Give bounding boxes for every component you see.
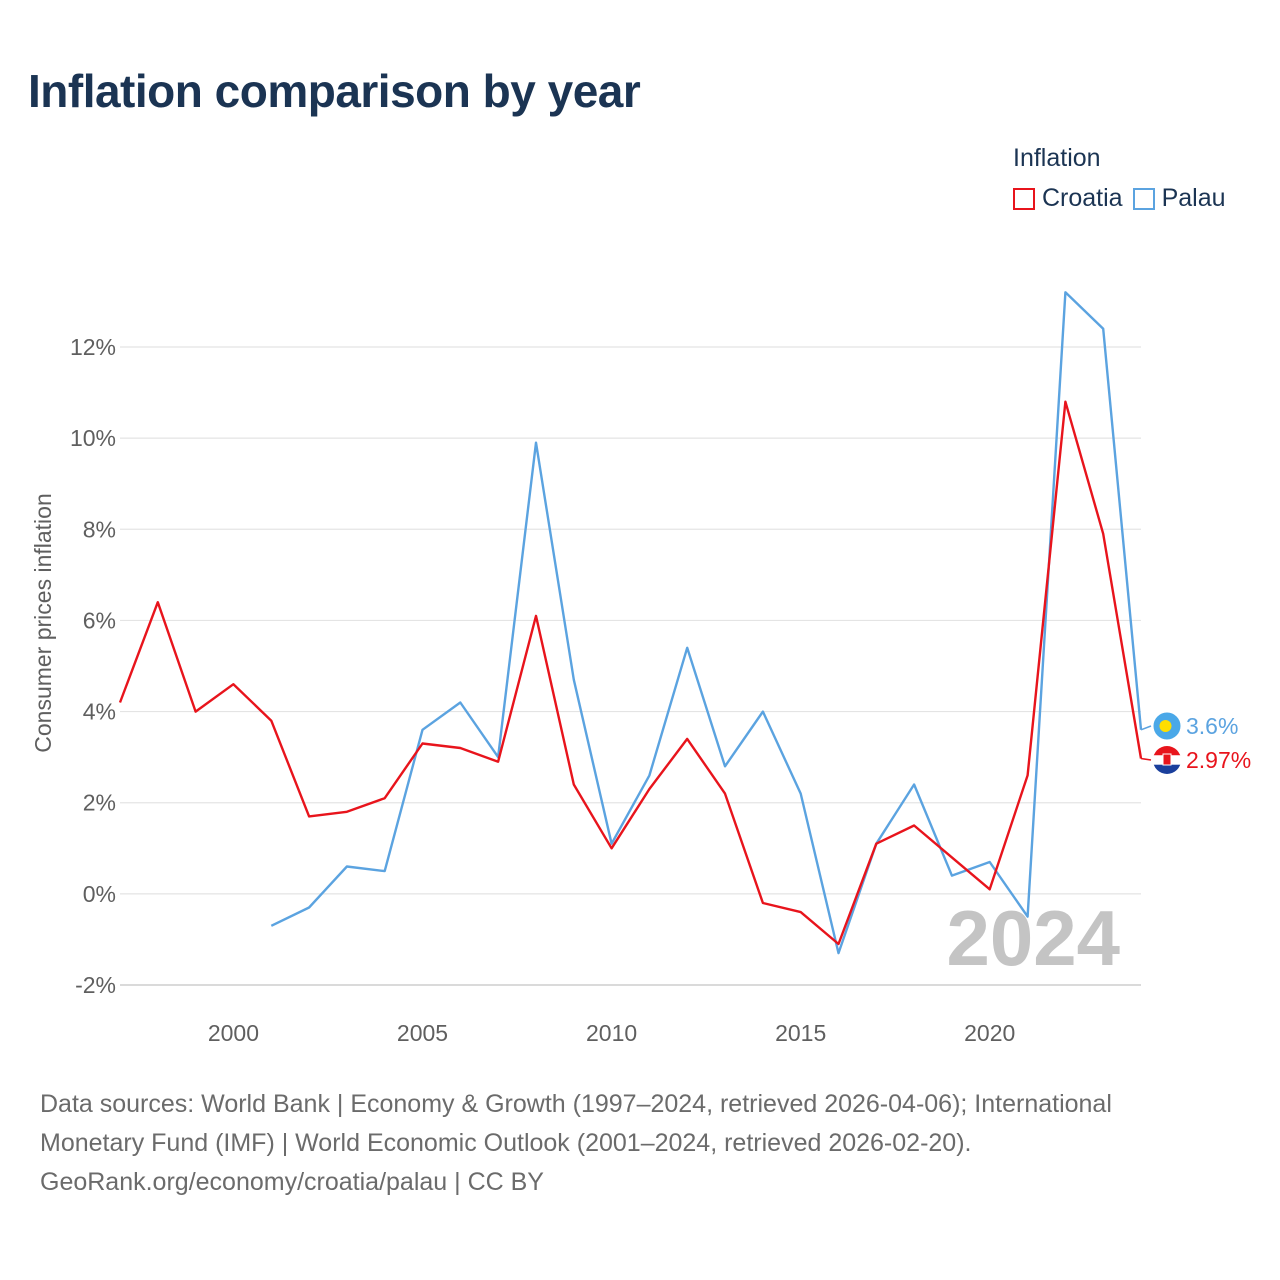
- croatia-flag-icon: [1153, 746, 1181, 774]
- footer-line-3[interactable]: GeoRank.org/economy/croatia/palau | CC B…: [40, 1168, 544, 1196]
- croatia-flag-shield: [1162, 753, 1172, 766]
- legend-label-palau: Palau: [1161, 184, 1226, 212]
- y-tick-label: 10%: [70, 425, 116, 451]
- end-connector-croatia: [1140, 757, 1152, 761]
- series-line-croatia: [118, 400, 1143, 946]
- legend-item-palau[interactable]: Palau: [1132, 184, 1226, 213]
- legend-swatch-palau: [1132, 187, 1155, 210]
- footer-sources: Data sources: World Bank | Economy & Gro…: [40, 1085, 1250, 1202]
- y-tick-label: 6%: [83, 607, 116, 633]
- legend-item-croatia[interactable]: Croatia: [1013, 184, 1123, 213]
- y-tick-label: 12%: [70, 334, 116, 360]
- x-tick-label: 2015: [775, 1020, 826, 1046]
- legend: Croatia Palau: [1013, 184, 1236, 213]
- end-label-palau: 3.6%: [1186, 713, 1238, 739]
- footer-line-1: Data sources: World Bank | Economy & Gro…: [40, 1090, 1112, 1118]
- palau-flag-sun: [1159, 720, 1172, 732]
- x-tick-label: 2020: [964, 1020, 1015, 1046]
- series-line-palau: [270, 291, 1143, 955]
- y-tick-label: 8%: [83, 516, 116, 542]
- legend-swatch-croatia: [1013, 187, 1035, 210]
- legend-label-croatia: Croatia: [1042, 184, 1123, 212]
- chart-title: Inflation comparison by year: [28, 65, 641, 117]
- croatia-flag-stripe: [1153, 764, 1181, 774]
- x-tick-label: 2010: [586, 1020, 637, 1046]
- x-tick-label: 2005: [397, 1020, 448, 1046]
- x-tick-label: 2000: [208, 1020, 259, 1046]
- y-axis-title: Consumer prices inflation: [30, 493, 56, 753]
- y-tick-label: 2%: [83, 790, 116, 816]
- y-tick-label: 0%: [83, 881, 116, 907]
- year-watermark: 2024: [946, 894, 1120, 982]
- end-label-croatia: 2.97%: [1186, 747, 1251, 773]
- legend-title: Inflation: [1013, 144, 1101, 172]
- end-connector-palau: [1140, 725, 1152, 731]
- croatia-flag-stripe: [1153, 746, 1181, 756]
- y-tick-label: 4%: [83, 699, 116, 725]
- footer-line-2: Monetary Fund (IMF) | World Economic Out…: [40, 1129, 972, 1157]
- y-tick-label: -2%: [75, 972, 116, 998]
